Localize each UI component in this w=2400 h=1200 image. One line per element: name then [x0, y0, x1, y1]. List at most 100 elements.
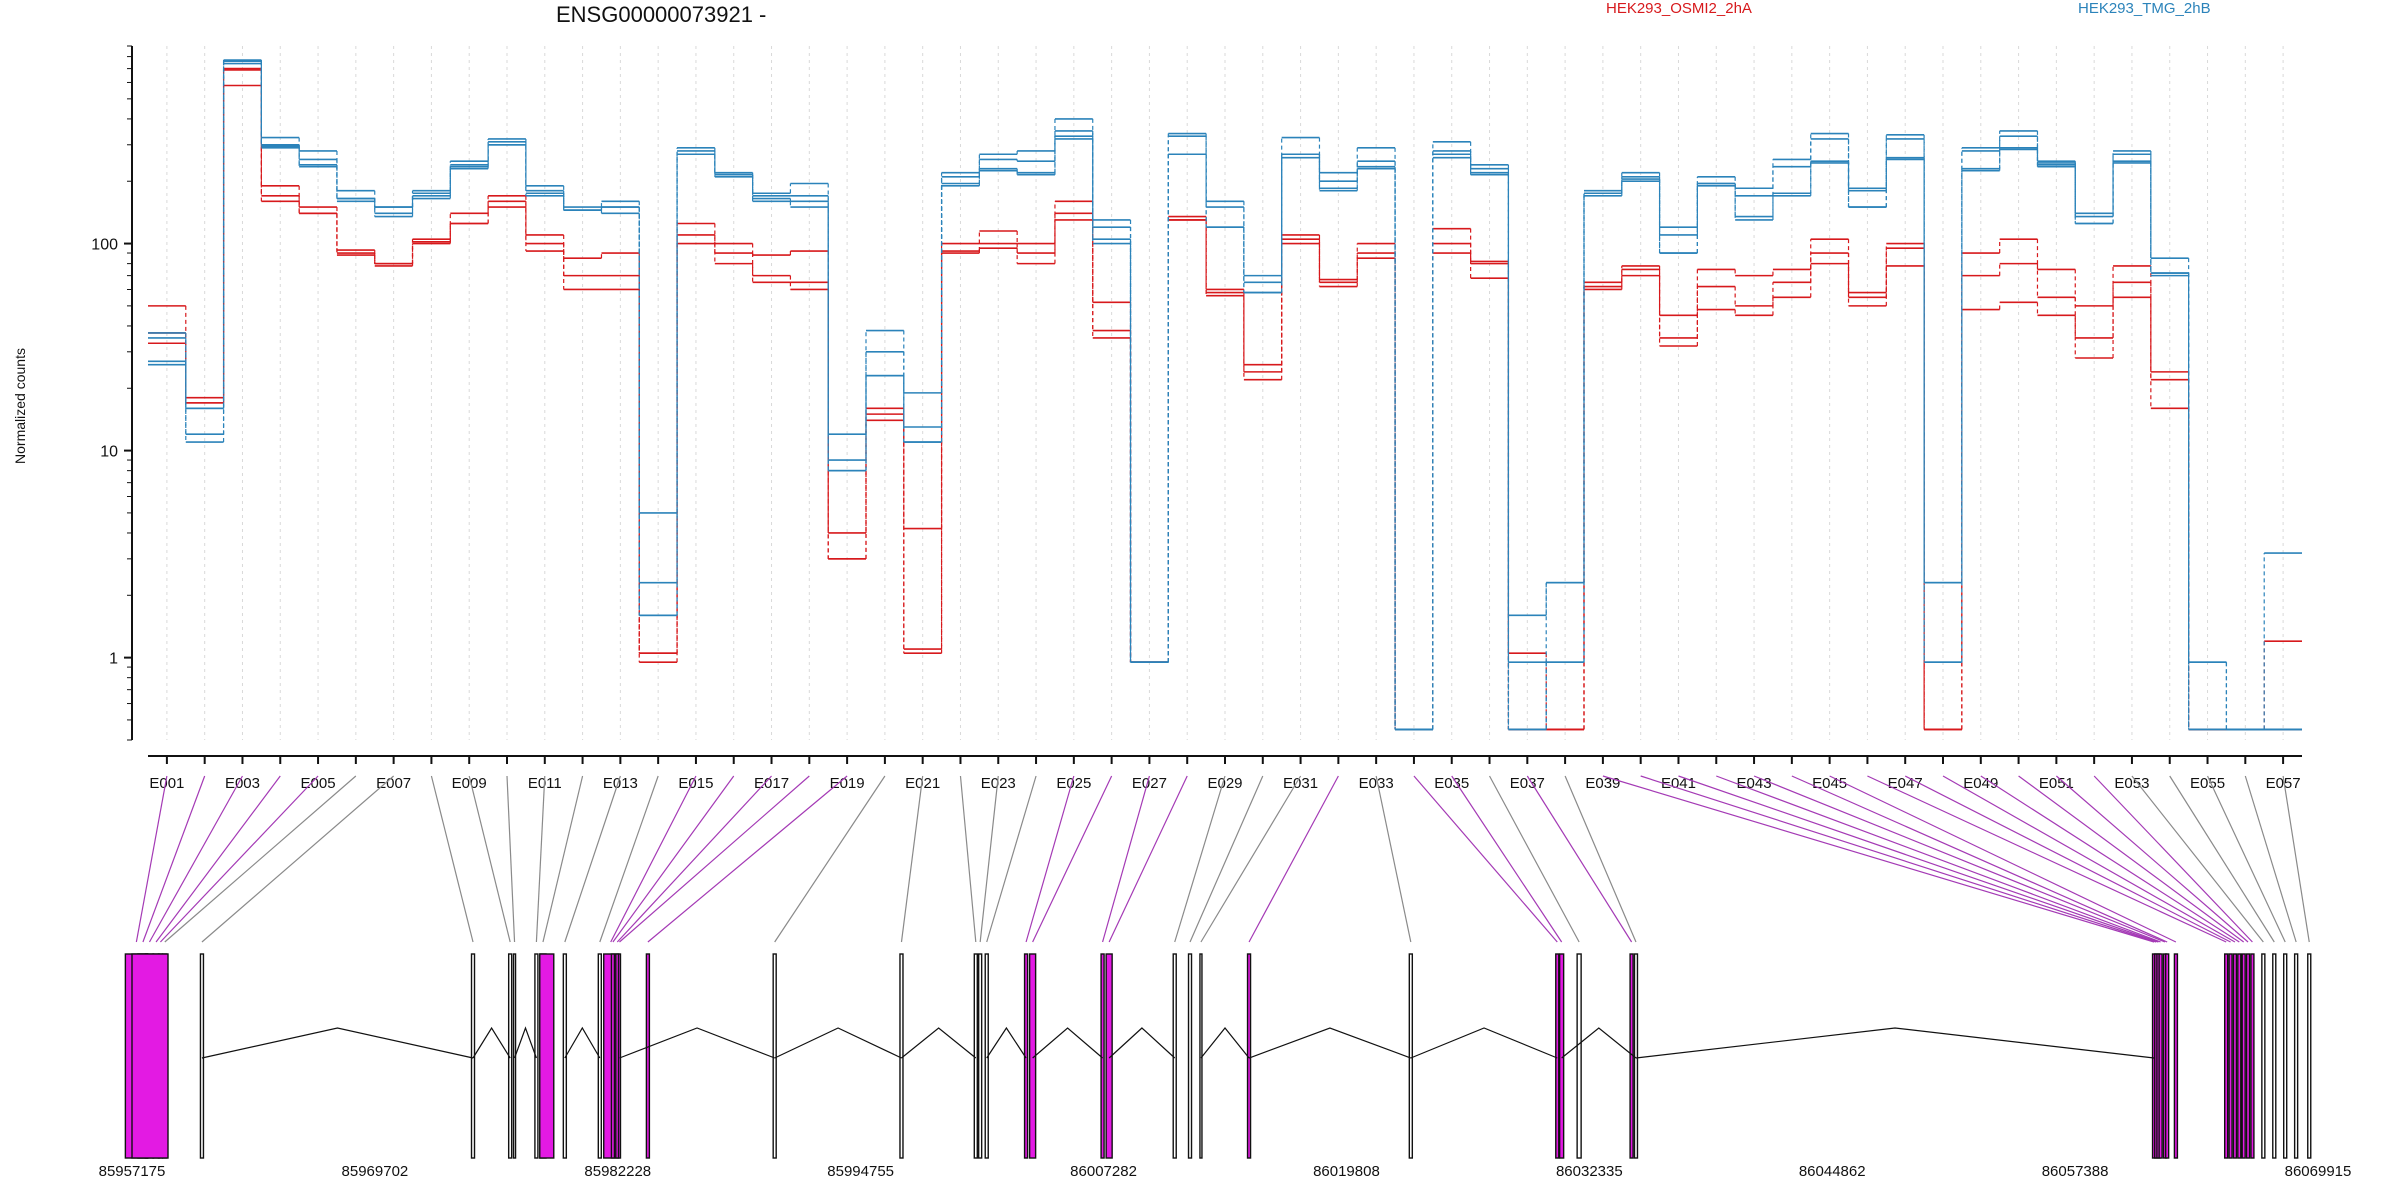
intron-line	[1410, 1027, 1558, 1059]
x-tick-label: E017	[754, 775, 789, 792]
genome-tick-label: 85982228	[584, 1163, 651, 1180]
exon-connector	[610, 775, 697, 943]
exon-box	[2232, 953, 2238, 1159]
legend-entry-osmi2: HEK293_OSMI2_2hA	[1606, 0, 1752, 17]
exon-connector	[1488, 775, 1580, 943]
exon-connector	[1980, 775, 2240, 943]
exon-connector	[1032, 775, 1113, 943]
x-tick-label: E025	[1056, 775, 1091, 792]
exon-connector	[1602, 775, 2155, 943]
exon-connector	[1102, 775, 1150, 943]
genome-tick-label: 86069915	[2285, 1163, 2352, 1180]
exon-connector	[430, 775, 474, 943]
exon-box	[539, 953, 555, 1159]
x-tick-label: E031	[1283, 775, 1318, 792]
exon-connector	[2169, 775, 2275, 943]
exon-connector	[1867, 775, 2227, 943]
exon-box	[2241, 953, 2246, 1159]
x-tick-label: E043	[1737, 775, 1772, 792]
genome-tick-label: 86007282	[1070, 1163, 1137, 1180]
intron-line	[1635, 1027, 2155, 1059]
exon-connector	[959, 775, 977, 943]
exon-connector	[774, 775, 886, 943]
exon-connector	[1753, 775, 2166, 943]
series-1	[148, 84, 2302, 731]
x-tick-label: E009	[452, 775, 487, 792]
exon-connector	[564, 775, 621, 943]
grid-lines	[166, 46, 2284, 740]
intron-line	[564, 1026, 601, 1059]
series-6	[148, 62, 2302, 731]
x-tick-label: E019	[830, 775, 865, 792]
exon-box	[131, 953, 169, 1159]
exon-connector	[148, 775, 243, 943]
exon-connector	[1413, 775, 1558, 943]
exon-connector	[979, 775, 999, 943]
exon-connector	[2282, 775, 2310, 943]
exon-connector	[647, 775, 848, 943]
exon-connector	[1200, 775, 1302, 943]
exon-connector	[135, 775, 168, 943]
genome-tick-label: 85994755	[827, 1163, 894, 1180]
exon-box	[2173, 953, 2179, 1159]
exon-box	[1576, 953, 1582, 1159]
exon-connector	[619, 775, 810, 943]
genome-tick-label: 86044862	[1799, 1163, 1866, 1180]
intron-line	[1108, 1027, 1176, 1059]
x-tick-label: E051	[2039, 775, 2074, 792]
exon-connector	[599, 775, 659, 943]
exon-connector	[142, 775, 206, 943]
series-lines	[148, 59, 2302, 731]
exon-box	[2228, 953, 2233, 1159]
x-tick-label: E055	[2190, 775, 2225, 792]
exon-connector-lines	[135, 775, 2310, 943]
exon-box	[1172, 953, 1177, 1159]
exon-box	[2158, 953, 2163, 1159]
exon-connector	[201, 775, 395, 943]
x-tick-label: E057	[2266, 775, 2301, 792]
exon-connector	[542, 775, 584, 943]
exon-connector	[535, 775, 546, 943]
genome-tick-label: 86032335	[1556, 1163, 1623, 1180]
exon-connector	[2018, 775, 2245, 943]
genome-tick-label: 85969702	[342, 1163, 409, 1180]
exon-connector	[986, 775, 1037, 943]
exon-box	[2250, 953, 2255, 1159]
genome-tick-label: 86057388	[2042, 1163, 2109, 1180]
intron-line	[774, 1027, 902, 1059]
y-tick-label: 10	[100, 444, 118, 461]
exon-box	[1408, 953, 1414, 1159]
exon-box	[2261, 953, 2266, 1159]
exon-box	[1558, 953, 1565, 1159]
exon-box	[973, 953, 978, 1159]
intron-line	[619, 1027, 775, 1059]
intron-line	[513, 1026, 537, 1059]
exon-connector	[164, 775, 357, 943]
exon-connector	[1678, 775, 2159, 943]
exon-connector	[1526, 775, 1633, 943]
x-tick-label: E035	[1434, 775, 1469, 792]
exon-connector	[1716, 775, 2161, 943]
exon-box	[1555, 953, 1560, 1159]
exon-box	[534, 953, 539, 1159]
x-tick-label: E033	[1359, 775, 1394, 792]
exon-box	[899, 953, 904, 1159]
x-tick-label: E037	[1510, 775, 1545, 792]
exon-connector	[155, 775, 281, 943]
exon-box	[977, 953, 983, 1159]
intron-line	[201, 1027, 474, 1059]
exon-box	[2237, 953, 2242, 1159]
exon-connector	[506, 775, 516, 943]
x-tick-label: E029	[1207, 775, 1242, 792]
exon-box	[2245, 953, 2251, 1159]
x-tick-label: E047	[1888, 775, 1923, 792]
exon-connector	[1108, 775, 1188, 943]
y-tick-label: 1	[109, 651, 118, 668]
legend-entry-tmg: HEK293_TMG_2hB	[2078, 0, 2211, 17]
exon-connector	[1025, 775, 1075, 943]
intron-line	[1032, 1027, 1103, 1059]
exon-box	[1199, 953, 1203, 1159]
exon-connector	[2093, 775, 2253, 943]
x-tick-label: E001	[149, 775, 184, 792]
